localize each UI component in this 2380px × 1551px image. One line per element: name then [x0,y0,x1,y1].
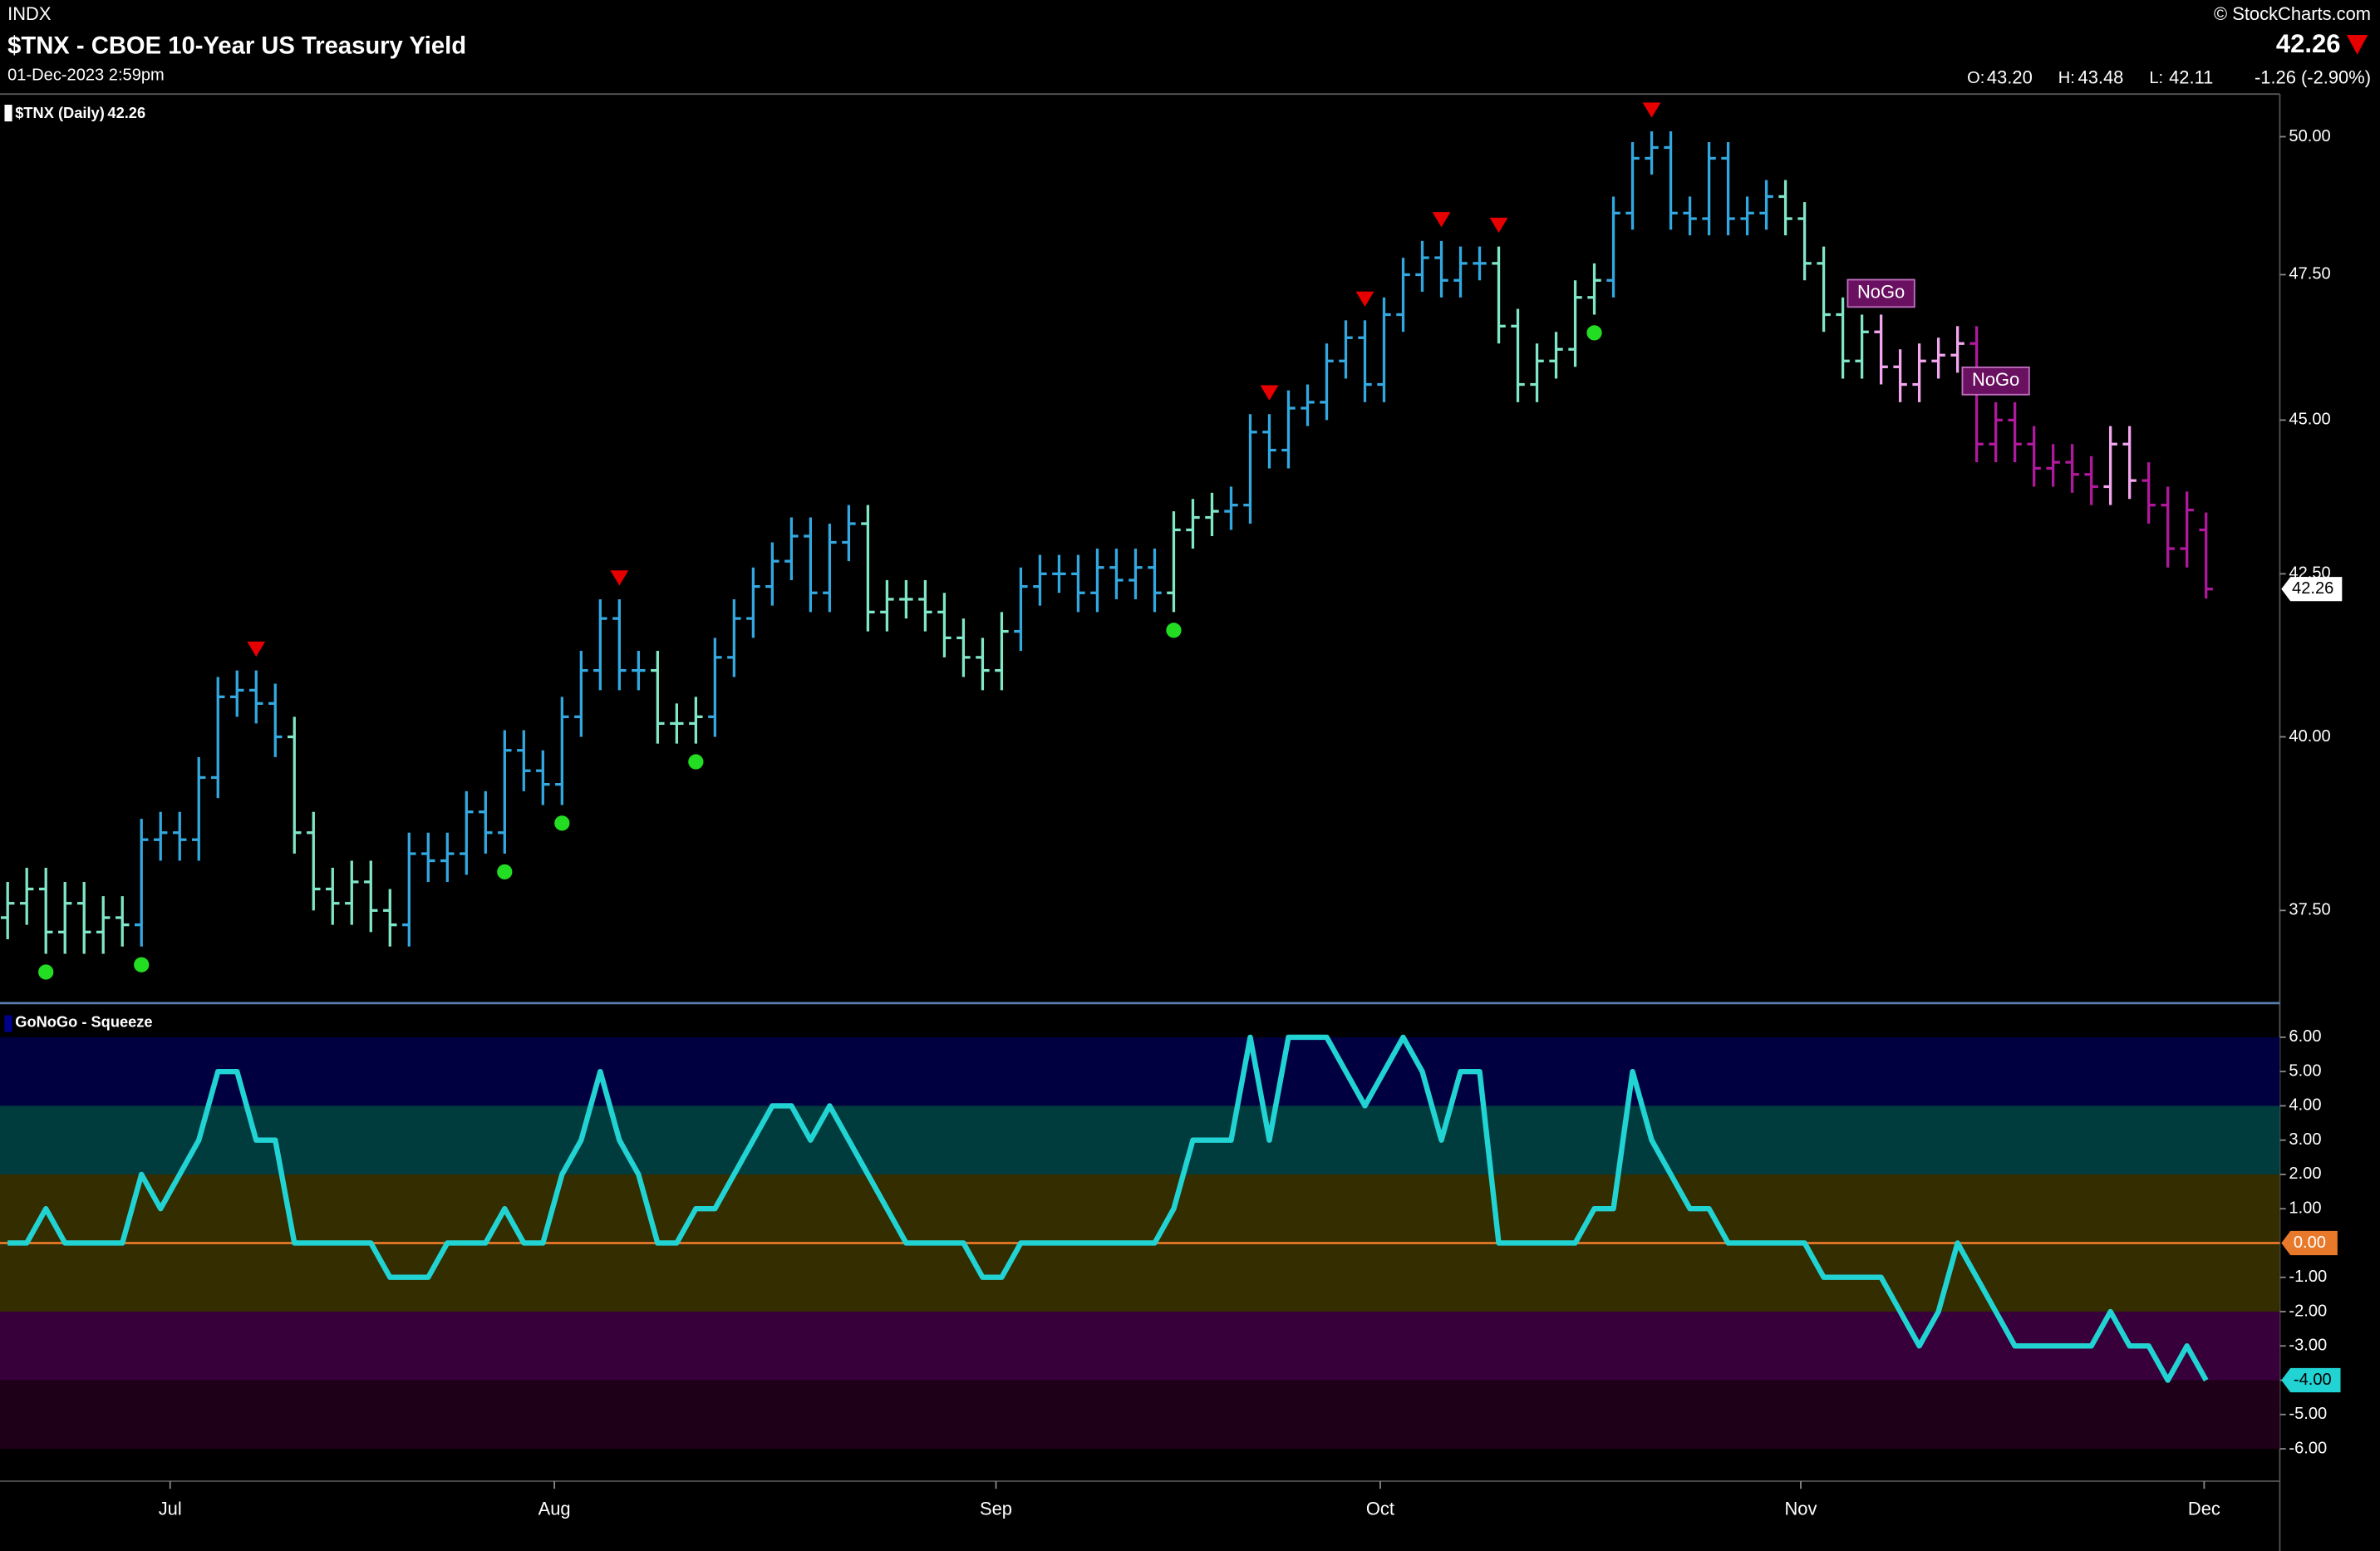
quote-value: 43.48 [2078,67,2124,88]
countertrend-marker [1642,102,1661,118]
zero-label: 0.00 [2294,1233,2326,1252]
go-dot [1586,325,1602,341]
last-badge [2281,1367,2341,1393]
go-dot [688,754,704,770]
source: © StockCharts.com [2214,3,2371,24]
y-tick-label: -3.00 [2289,1337,2327,1355]
x-tick-label: Aug [538,1498,571,1519]
band [0,1105,2280,1174]
y-tick-label: 3.00 [2289,1130,2321,1149]
y-tick-label: -1.00 [2289,1268,2327,1286]
y-tick-label: 2.00 [2289,1164,2321,1183]
y-tick-label: 47.50 [2289,265,2330,283]
go-dot [134,957,150,972]
x-tick-label: Jul [159,1498,182,1519]
countertrend-marker [1489,217,1508,234]
y-tick-label: -5.00 [2289,1405,2327,1423]
countertrend-marker [1432,212,1451,228]
quote-value: 43.20 [1987,67,2033,88]
panel-label: $TNX (Daily) [15,104,105,121]
panel-label: GoNoGo - Squeeze [15,1012,152,1030]
annotation: NoGo [1972,369,2019,390]
countertrend-marker [247,641,266,657]
y-tick-label: -6.00 [2289,1439,2327,1457]
go-dot [497,864,513,880]
panel-last: 42.26 [107,104,145,121]
countertrend-marker [1260,385,1279,401]
y-tick-label: 37.50 [2289,901,2330,919]
y-tick-label: 5.00 [2289,1061,2321,1080]
exchange: INDX [7,3,52,24]
go-dot [1166,623,1182,638]
last-badge-label: -4.00 [2294,1371,2332,1389]
y-tick-label: -2.00 [2289,1302,2327,1320]
chart-title: $TNX - CBOE 10-Year US Treasury Yield [7,32,466,59]
y-tick-label: 45.00 [2289,411,2330,429]
quote-value: 42.11 [2169,67,2213,88]
quote-label: H: [2058,69,2075,87]
quote-label: L: [2149,69,2163,87]
x-tick-label: Oct [1366,1498,1394,1519]
zero-badge [2281,1230,2338,1256]
legend-swatch [4,1015,12,1032]
y-tick-label: 40.00 [2289,727,2330,746]
last-price: 42.26 [2276,29,2341,58]
oscillator-line [7,1034,2209,1383]
x-tick-label: Dec [2188,1498,2220,1519]
y-tick-label: 4.00 [2289,1096,2321,1115]
change: -1.26 (-2.90%) [2255,67,2371,88]
band [0,1036,2280,1106]
legend-swatch [4,104,12,122]
y-tick-label: 50.00 [2289,127,2330,145]
y-tick-label: 1.00 [2289,1199,2321,1218]
annotation-box [1846,278,1915,308]
x-tick-label: Sep [980,1498,1012,1519]
last-badge-label: 42.26 [2292,579,2333,598]
annotation: NoGo [1857,282,1905,303]
band [0,1380,2280,1450]
x-tick-label: Nov [1785,1498,1817,1519]
countertrend-marker [610,570,629,586]
annotation-box [1961,366,2030,396]
band [0,1311,2280,1381]
go-dot [38,964,54,980]
chart-subtitle: 01-Dec-2023 2:59pm [7,66,165,85]
quote-label: O: [1967,69,1984,87]
go-dot [554,815,570,831]
countertrend-marker [1355,291,1374,307]
last-badge [2281,577,2343,602]
y-tick-label: 6.00 [2289,1027,2321,1046]
down-arrow [2346,34,2368,55]
